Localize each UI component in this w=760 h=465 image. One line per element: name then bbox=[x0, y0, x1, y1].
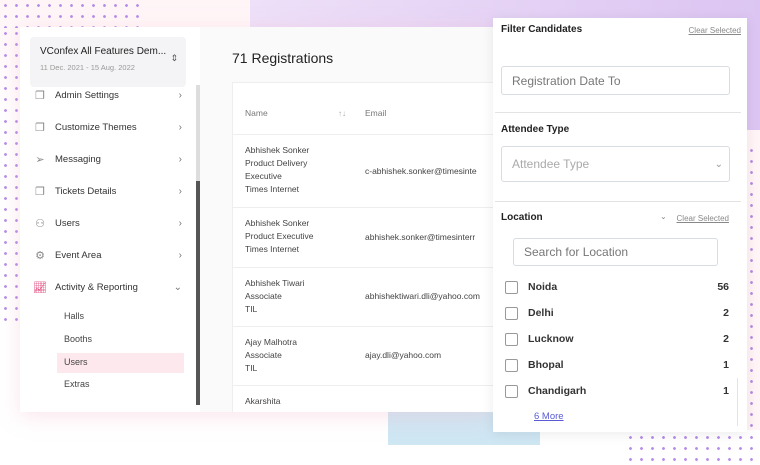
page-title: 71 Registrations bbox=[232, 50, 334, 66]
row-name: Abhishek Sonker Product Executive Times In… bbox=[245, 218, 314, 254]
subitem-extras[interactable]: Extras bbox=[64, 379, 90, 389]
sidebar: VConfex All Features Dem... 11 Dec. 2021… bbox=[20, 27, 200, 412]
divider bbox=[495, 201, 741, 202]
chevron-right-icon: › bbox=[178, 153, 182, 165]
checkbox[interactable] bbox=[505, 332, 518, 346]
send-icon: ➢ bbox=[35, 153, 45, 166]
sort-icon[interactable]: ↑↓ bbox=[338, 109, 346, 118]
registration-date-to-input[interactable]: Registration Date To bbox=[501, 66, 730, 95]
row-email: ajay.dli@yahoo.com bbox=[365, 350, 442, 360]
event-name: VConfex All Features Dem... bbox=[40, 46, 166, 57]
row-email: abhishektiwari.dli@yahoo.com bbox=[365, 291, 480, 301]
sidebar-item-label: Event Area bbox=[55, 249, 102, 261]
sidebar-item-label: Tickets Details bbox=[55, 185, 117, 197]
column-email[interactable]: Email bbox=[365, 108, 387, 118]
location-option-delhi[interactable]: Delhi 2 bbox=[505, 305, 729, 321]
row-name: Abhishek Tiwari Associate TIL bbox=[245, 278, 305, 314]
dots-decoration bbox=[746, 145, 760, 435]
registrations-table: Name ↑↓ Email Abhishek Sonker Product Del… bbox=[232, 82, 493, 412]
chevron-down-icon: ⌄ bbox=[173, 281, 182, 293]
dots-decoration bbox=[625, 432, 760, 465]
sidebar-scrollbar[interactable] bbox=[196, 85, 200, 405]
location-title: Location bbox=[501, 212, 543, 223]
table-row[interactable]: Akarshita bbox=[233, 386, 493, 412]
sidebar-item-label: Activity & Reporting bbox=[55, 281, 138, 293]
show-more-link[interactable]: 6 More bbox=[534, 411, 564, 422]
sidebar-item-event-area[interactable]: ⚙ Event Area › bbox=[20, 245, 190, 265]
table-header: Name ↑↓ Email bbox=[233, 83, 493, 135]
row-email: c-abhishek.sonker@timesinte bbox=[365, 166, 477, 176]
dots-decoration bbox=[0, 0, 140, 28]
main-content: 71 Registrations Name ↑↓ Email Abhishek … bbox=[200, 27, 493, 412]
app-window: VConfex All Features Dem... 11 Dec. 2021… bbox=[20, 27, 493, 412]
row-name: Abhishek Sonker Product Delivery Executive… bbox=[245, 145, 310, 194]
copy-icon: ❐ bbox=[35, 89, 45, 102]
clear-selected-link[interactable]: Clear Selected bbox=[688, 26, 741, 35]
chevron-right-icon: › bbox=[178, 185, 182, 197]
sidebar-item-messaging[interactable]: ➢ Messaging › bbox=[20, 149, 190, 169]
attendee-type-placeholder: Attendee Type bbox=[512, 157, 590, 171]
subitem-users[interactable]: Users bbox=[57, 353, 184, 373]
sidebar-item-label: Messaging bbox=[55, 153, 101, 165]
filter-panel: Filter Candidates Clear Selected Registr… bbox=[493, 18, 747, 432]
sidebar-item-label: Customize Themes bbox=[55, 121, 137, 133]
sidebar-item-admin-settings[interactable]: ❐ Admin Settings › bbox=[20, 85, 190, 105]
users-icon: ⚇ bbox=[35, 217, 45, 230]
table-row[interactable]: Abhishek Sonker Product Executive Times In… bbox=[233, 208, 493, 268]
sidebar-item-users[interactable]: ⚇ Users › bbox=[20, 213, 190, 233]
location-clear-selected-link[interactable]: Clear Selected bbox=[676, 214, 729, 223]
chevron-right-icon: › bbox=[178, 89, 182, 101]
divider bbox=[495, 112, 741, 113]
location-option-lucknow[interactable]: Lucknow 2 bbox=[505, 331, 729, 347]
sidebar-item-activity-reporting[interactable]: 📈︎ Activity & Reporting ⌄ bbox=[20, 277, 190, 297]
event-selector[interactable]: VConfex All Features Dem... 11 Dec. 2021… bbox=[30, 37, 186, 87]
checkbox[interactable] bbox=[505, 384, 518, 398]
row-email: abhishek.sonker@timesinterr bbox=[365, 232, 476, 242]
row-name: Akarshita bbox=[245, 396, 281, 406]
filter-title: Filter Candidates bbox=[501, 24, 583, 35]
location-search-input[interactable]: Search for Location bbox=[513, 238, 718, 266]
location-option-noida[interactable]: Noida 56 bbox=[505, 279, 729, 295]
subitem-halls[interactable]: Halls bbox=[64, 311, 85, 321]
sidebar-item-label: Admin Settings bbox=[55, 89, 119, 101]
sidebar-item-label: Users bbox=[55, 217, 80, 229]
chart-icon: 📈︎ bbox=[33, 281, 47, 294]
sidebar-item-customize-themes[interactable]: ❐ Customize Themes › bbox=[20, 117, 190, 137]
event-dates: 11 Dec. 2021 - 15 Aug. 2022 bbox=[40, 63, 135, 72]
chevron-right-icon: › bbox=[178, 249, 182, 261]
chevron-down-icon[interactable]: ⌄ bbox=[660, 212, 667, 221]
column-name[interactable]: Name bbox=[245, 108, 268, 118]
row-name: Ajay Malhotra Associate TIL bbox=[245, 337, 297, 373]
table-row[interactable]: Ajay Malhotra Associate TIL ajay.dli@yahoo… bbox=[233, 327, 493, 386]
subitem-booths[interactable]: Booths bbox=[64, 334, 93, 344]
checkbox[interactable] bbox=[505, 306, 518, 320]
table-row[interactable]: Abhishek Sonker Product Delivery Executive… bbox=[233, 135, 493, 208]
panel-scrollbar[interactable] bbox=[737, 378, 738, 426]
attendee-type-select[interactable]: Attendee Type ⌄ bbox=[501, 146, 730, 182]
location-option-chandigarh[interactable]: Chandigarh 1 bbox=[505, 383, 729, 399]
attendee-type-title: Attendee Type bbox=[501, 124, 570, 135]
checkbox[interactable] bbox=[505, 280, 518, 294]
checkbox[interactable] bbox=[505, 358, 518, 372]
copy-icon: ❐ bbox=[35, 121, 45, 134]
chevron-right-icon: › bbox=[178, 217, 182, 229]
sidebar-item-tickets-details[interactable]: ❐ Tickets Details › bbox=[20, 181, 190, 201]
location-option-bhopal[interactable]: Bhopal 1 bbox=[505, 357, 729, 373]
copy-icon: ❐ bbox=[35, 185, 45, 198]
chevron-down-icon: ⌄ bbox=[714, 158, 723, 170]
dots-decoration bbox=[0, 28, 22, 328]
gear-icon: ⚙ bbox=[35, 249, 45, 262]
table-row[interactable]: Abhishek Tiwari Associate TIL abhishektiwa… bbox=[233, 268, 493, 327]
chevron-right-icon: › bbox=[178, 121, 182, 133]
scrollbar-thumb[interactable] bbox=[196, 181, 200, 405]
up-down-icon: ⇕ bbox=[170, 53, 178, 63]
